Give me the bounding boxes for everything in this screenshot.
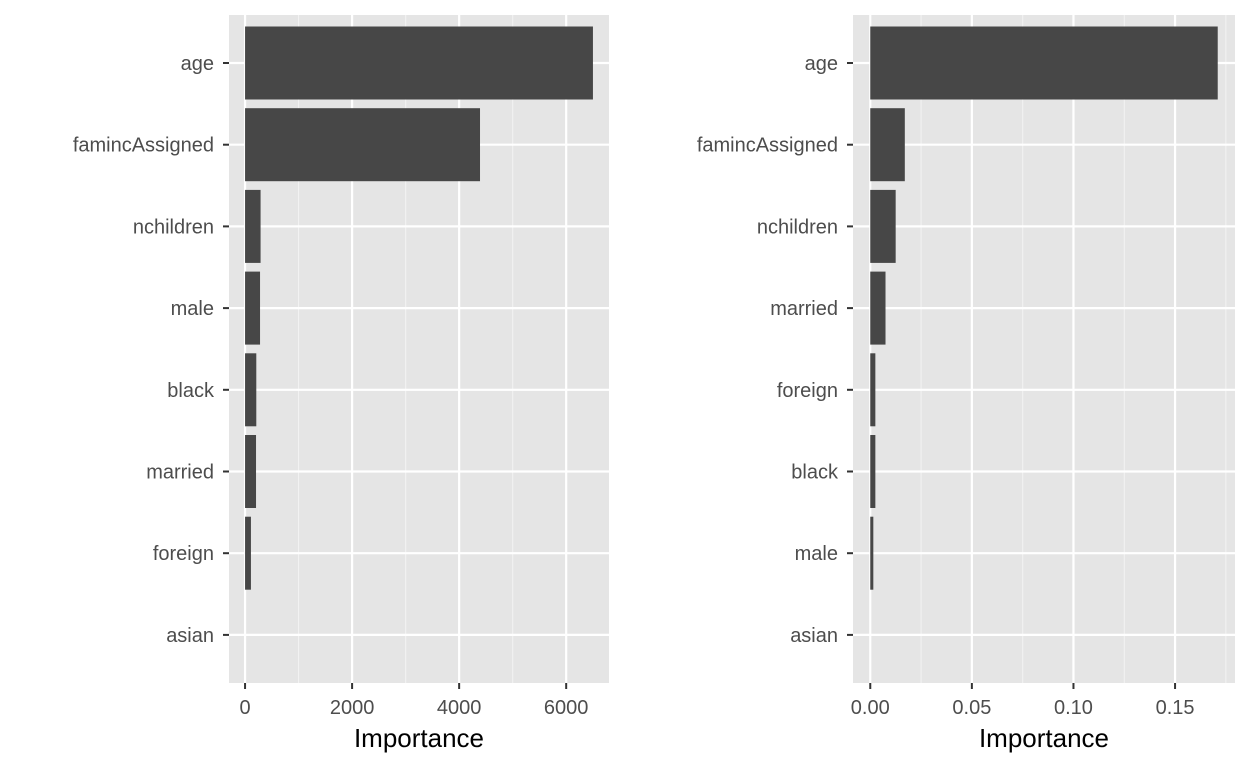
x-tick-label: 0.00 <box>851 697 890 719</box>
y-tick-label: male <box>171 298 214 320</box>
x-tick-label: 6000 <box>544 697 589 719</box>
bar-male <box>245 271 261 345</box>
bar-married <box>245 435 257 508</box>
bar-famincAssigned <box>870 108 905 182</box>
y-tick-label: married <box>770 298 838 320</box>
y-tick-label: married <box>146 462 214 484</box>
bar-age <box>245 26 593 100</box>
bar-black <box>870 435 876 508</box>
y-tick-label: black <box>167 380 215 402</box>
x-tick-label: 0.15 <box>1156 697 1195 719</box>
bar-famincAssigned <box>245 108 481 182</box>
y-tick-label: asian <box>166 625 214 647</box>
bar-foreign <box>245 516 251 590</box>
y-tick-label: foreign <box>153 543 214 565</box>
y-tick-label: foreign <box>777 380 838 402</box>
y-tick-label: nchildren <box>133 216 214 238</box>
x-tick-label: 4000 <box>437 697 482 719</box>
bar-married <box>870 271 886 345</box>
chart-panel-2: age famincAssigned nchildren married foreign… <box>697 15 1235 753</box>
chart-panel-1: age famincAssigned nchildren male black marri… <box>73 15 609 753</box>
bar-nchildren <box>870 189 896 263</box>
y-tick-label: age <box>805 53 838 75</box>
x-tick-label: 0 <box>239 697 250 719</box>
x-axis-title: Importance <box>354 723 484 753</box>
bar-male <box>870 516 874 590</box>
y-tick-label: nchildren <box>757 216 838 238</box>
bar-foreign <box>870 353 876 427</box>
y-tick-label: famincAssigned <box>697 135 838 157</box>
x-tick-label: 0.10 <box>1054 697 1093 719</box>
y-tick-label: famincAssigned <box>73 135 214 157</box>
y-tick-label: asian <box>790 625 838 647</box>
bar-age <box>870 26 1218 100</box>
y-tick-label: black <box>791 462 839 484</box>
x-tick-label: 2000 <box>330 697 375 719</box>
x-axis-title: Importance <box>979 723 1109 753</box>
x-tick-label: 0.05 <box>952 697 991 719</box>
bar-nchildren <box>245 189 261 263</box>
bar-black <box>245 353 257 427</box>
y-tick-label: male <box>795 543 838 565</box>
y-tick-label: age <box>181 53 214 75</box>
panel-background <box>853 15 1235 683</box>
